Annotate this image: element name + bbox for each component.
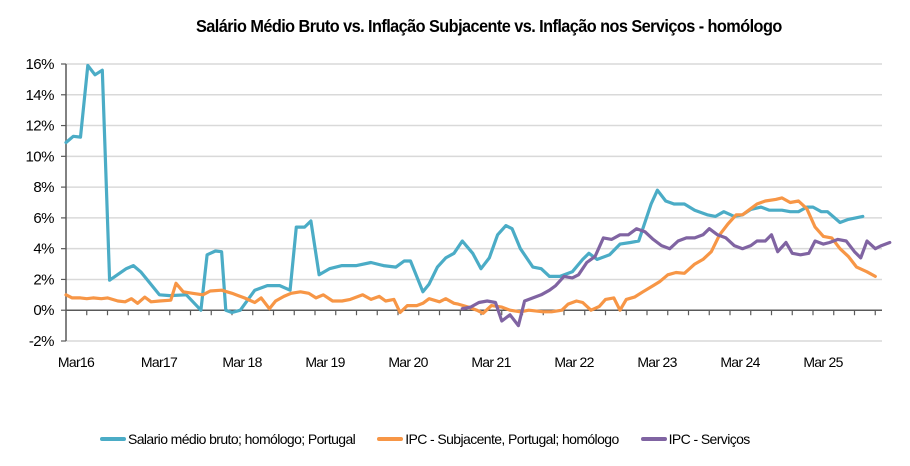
series-lines bbox=[64, 63, 892, 328]
x-axis-tick-labels: Mar16 Mar17 Mar 18 Mar 19 Mar 20 Mar 21 Mar 22… bbox=[58, 354, 844, 370]
legend-label-wage: Salario médio bruto; homólogo; Portugal bbox=[128, 431, 356, 447]
legend-swatch-wage bbox=[100, 437, 126, 441]
x-tick-label: Mar 20 bbox=[388, 354, 428, 370]
y-tick-label: 2% bbox=[33, 271, 54, 288]
y-tick-label: 8% bbox=[33, 179, 54, 196]
series-line-wage bbox=[64, 63, 865, 315]
legend-swatch-services-cpi bbox=[640, 437, 667, 441]
series-line-services-cpi bbox=[460, 227, 892, 328]
y-tick-label: 4% bbox=[33, 241, 54, 258]
series-line-core-cpi bbox=[64, 196, 877, 315]
x-tick-label: Mar 19 bbox=[305, 354, 345, 370]
x-tick-label: Mar 22 bbox=[554, 354, 594, 370]
legend-label-services-cpi: IPC - Serviços bbox=[668, 431, 751, 447]
legend-item-wage: Salario médio bruto; homólogo; Portugal bbox=[100, 431, 356, 447]
y-axis-tick-labels: -2% 0% 2% 4% 6% 8% 10% 12% 14% 16% bbox=[25, 56, 54, 350]
legend-item-core-cpi: IPC - Subjacente, Portugal; homólogo bbox=[377, 431, 619, 447]
y-tick-label: -2% bbox=[29, 333, 54, 350]
legend-swatch-core-cpi bbox=[377, 437, 404, 441]
x-tick-label: Mar 21 bbox=[471, 354, 511, 370]
y-tick-label: 14% bbox=[25, 87, 54, 104]
x-tick-label: Mar16 bbox=[58, 354, 95, 370]
x-tick-label: Mar 25 bbox=[803, 354, 843, 370]
x-tick-label: Mar17 bbox=[141, 354, 178, 370]
legend-item-services-cpi: IPC - Serviços bbox=[640, 431, 751, 447]
y-tick-label: 16% bbox=[25, 56, 54, 73]
y-tick-label: 12% bbox=[25, 118, 54, 135]
y-tick-label: 10% bbox=[25, 148, 54, 165]
legend: Salario médio bruto; homólogo; Portugal … bbox=[100, 429, 772, 449]
x-tick-label: Mar 18 bbox=[222, 354, 262, 370]
y-tick-label: 6% bbox=[33, 210, 54, 227]
legend-label-core-cpi: IPC - Subjacente, Portugal; homólogo bbox=[405, 431, 619, 447]
y-tick-label: 0% bbox=[33, 302, 54, 319]
chart-title: Salário Médio Bruto vs. Inflação Subjace… bbox=[196, 16, 782, 36]
x-tick-label: Mar 23 bbox=[637, 354, 677, 370]
x-tick-label: Mar 24 bbox=[720, 354, 760, 370]
